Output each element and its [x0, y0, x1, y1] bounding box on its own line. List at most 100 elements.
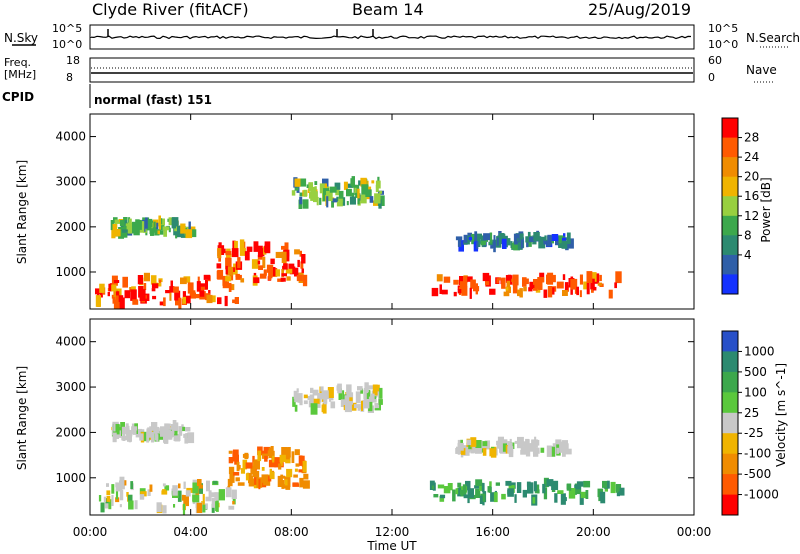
- range-cell: [346, 183, 354, 188]
- range-cell: [505, 287, 509, 291]
- range-cell: [344, 404, 352, 413]
- range-cell: [599, 491, 602, 501]
- range-cell: [528, 287, 533, 292]
- range-cell: [157, 230, 160, 235]
- range-cell: [455, 488, 459, 495]
- range-cell: [258, 479, 261, 490]
- range-cell: [216, 263, 222, 269]
- range-cell: [272, 455, 275, 463]
- range-cell: [151, 288, 156, 292]
- range-cell: [274, 457, 281, 468]
- time-x-axis: 00:00 04:00 08:00 12:00 16:00 20:00 00:00: [73, 114, 711, 539]
- range-cell: [286, 276, 291, 281]
- range-cell: [537, 277, 545, 283]
- range-cell: [517, 436, 524, 449]
- range-cell: [172, 485, 178, 496]
- range-cell: [294, 449, 300, 456]
- colorbar-tick-label: 1000: [744, 344, 775, 358]
- range-cell: [234, 240, 238, 251]
- range-cell: [185, 229, 193, 239]
- range-cell: [266, 264, 274, 273]
- range-cell: [181, 424, 184, 428]
- range-cell: [232, 267, 235, 272]
- range-cell: [599, 274, 602, 282]
- range-cell: [115, 497, 120, 503]
- range-cell: [576, 286, 579, 296]
- velocity-panel: 4000 3000 2000 1000 Slant Range [km] 1000 50…: [15, 114, 788, 553]
- range-cell: [225, 251, 232, 256]
- range-cell: [370, 399, 377, 403]
- range-cell: [283, 263, 288, 270]
- range-cell: [224, 295, 228, 307]
- range-cell: [148, 218, 153, 228]
- range-cell: [271, 450, 275, 461]
- range-cell: [351, 176, 355, 188]
- colorbar-tick-label: -500: [744, 467, 771, 481]
- range-cell: [257, 245, 263, 258]
- range-cell: [576, 481, 584, 487]
- range-cell: [467, 276, 473, 282]
- range-cell: [470, 437, 477, 447]
- range-cell: [303, 400, 308, 405]
- range-cell: [597, 282, 602, 286]
- range-cell: [312, 389, 319, 396]
- range-cell: [493, 492, 498, 503]
- range-cell: [480, 441, 488, 447]
- range-cell: [614, 282, 617, 289]
- range-cell: [137, 429, 141, 434]
- range-cell: [431, 287, 439, 297]
- power-colorbar-label: Power [dB]: [759, 177, 773, 242]
- range-cell: [474, 485, 480, 489]
- range-cell: [432, 482, 436, 491]
- range-cell: [110, 220, 114, 231]
- range-cell: [187, 282, 194, 294]
- range-cell: [562, 274, 566, 280]
- range-cell: [460, 448, 466, 455]
- range-cell: [457, 482, 462, 488]
- nsky-tick-top: 10^5: [52, 22, 82, 35]
- range-cell: [496, 440, 500, 446]
- range-cell: [579, 274, 583, 285]
- range-cell: [124, 290, 130, 299]
- range-cell: [313, 398, 320, 404]
- range-cell: [251, 259, 259, 269]
- range-cell: [368, 401, 373, 412]
- range-cell: [139, 429, 145, 434]
- colorbar-tick-label: 16: [744, 189, 759, 203]
- velocity-plot-bg: [90, 319, 694, 515]
- range-cell: [543, 289, 548, 298]
- range-cell: [550, 274, 556, 283]
- colorbar-frame: [721, 330, 739, 516]
- range-cell: [156, 434, 159, 442]
- range-cell: [111, 284, 117, 292]
- range-cell: [568, 488, 576, 499]
- range-cell: [206, 294, 213, 304]
- range-cell: [543, 477, 549, 488]
- range-cell: [529, 236, 535, 242]
- nsky-label: N.Sky: [4, 31, 38, 45]
- range-cell: [367, 385, 374, 390]
- range-cell: [378, 199, 382, 209]
- colorbar-tick-label: 20: [744, 170, 759, 184]
- range-cell: [113, 289, 118, 300]
- colorbar-tick-label: -1000: [744, 488, 779, 502]
- range-cell: [537, 277, 542, 289]
- range-cell: [296, 388, 299, 393]
- range-cell: [178, 483, 181, 489]
- range-cell: [170, 424, 176, 429]
- nsky-line: [90, 35, 692, 40]
- range-cell: [608, 289, 613, 299]
- range-cell: [112, 224, 118, 234]
- range-cell: [196, 281, 201, 292]
- range-cell: [229, 271, 234, 281]
- range-cell: [487, 486, 492, 493]
- range-cell: [475, 479, 483, 486]
- range-cell: [479, 444, 487, 449]
- range-cell: [139, 289, 146, 301]
- range-cell: [533, 232, 540, 241]
- range-cell: [340, 399, 346, 407]
- range-cell: [310, 395, 314, 405]
- power-colorbar: 28 24 20 16 12 8 4: [721, 117, 759, 295]
- range-cell: [175, 221, 179, 226]
- colorbar-swatch: [722, 494, 738, 516]
